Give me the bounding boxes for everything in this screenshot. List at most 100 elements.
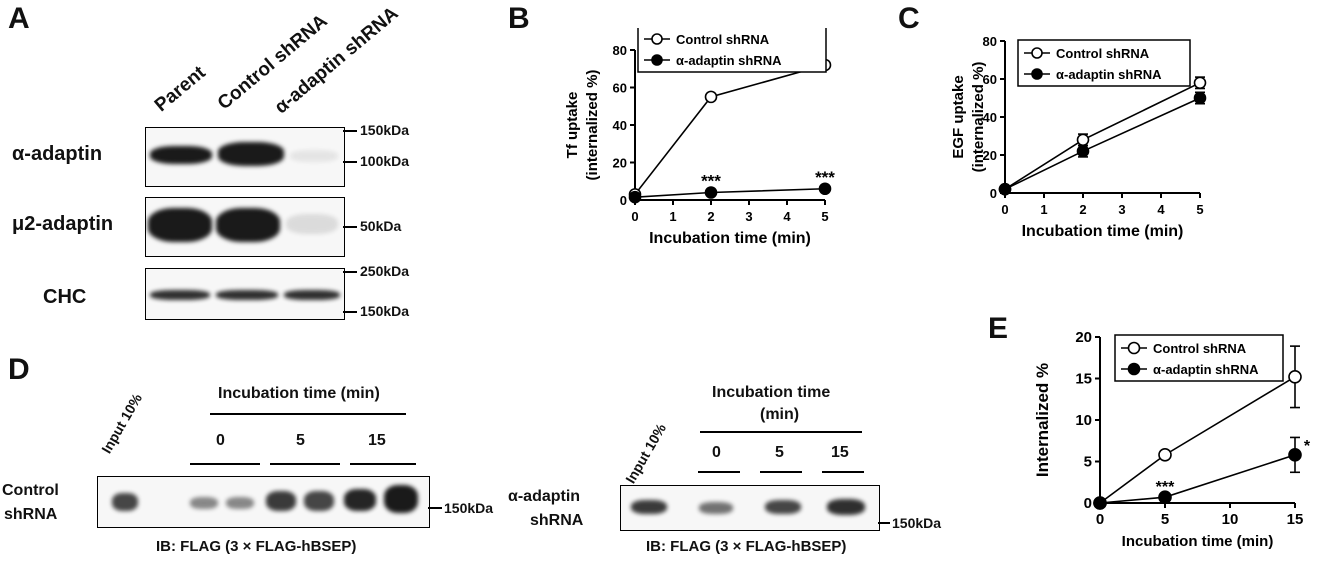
x-tick-label: 0: [1001, 202, 1008, 217]
legend-box: [637, 28, 827, 73]
legend-marker: [1127, 362, 1141, 376]
band-control: [218, 142, 284, 166]
marker-tick: [343, 271, 357, 273]
legend-box: [1017, 39, 1191, 87]
marker-50kda: 50kDa: [360, 218, 402, 234]
band-input: [631, 500, 667, 514]
marker-150kda: 150kDa: [360, 303, 410, 319]
x-tick-label: 3: [1118, 202, 1125, 217]
y-tick-label: 20: [983, 148, 997, 163]
x-tick-label: 3: [745, 209, 752, 224]
legend-marker: [1031, 47, 1043, 59]
marker-100kda: 100kDa: [360, 153, 410, 169]
band-15b: [384, 485, 418, 513]
x-tick-label: 15: [1287, 511, 1304, 528]
panel-letter-d: D: [8, 353, 30, 386]
band-input: [112, 493, 138, 511]
band-15a: [344, 489, 376, 511]
data-point: [704, 186, 718, 199]
y-axis-label: Internalized %: [1033, 363, 1052, 477]
data-point: [628, 190, 642, 204]
time-line: [350, 463, 416, 465]
y-tick-label: 40: [613, 118, 627, 133]
x-tick-label: 5: [821, 209, 828, 224]
y-tick-label: 0: [1084, 495, 1092, 512]
time-5-left: 5: [296, 432, 305, 449]
panel-letter-b: B: [508, 2, 530, 35]
panel-letter-e: E: [988, 312, 1009, 345]
y-tick-label: 20: [613, 156, 627, 171]
legend-marker: [651, 54, 663, 66]
time-0-right: 0: [712, 444, 721, 461]
x-axis-label: Incubation time (min): [649, 230, 811, 247]
series-line: [1099, 454, 1296, 504]
band-5: [765, 500, 801, 514]
time-15-left: 15: [368, 432, 386, 449]
blot-label-mu2-adaptin: μ2-adaptin: [12, 213, 114, 235]
band-5a: [266, 491, 296, 511]
time-line: [698, 471, 740, 473]
series-line: [634, 187, 826, 198]
data-point: [818, 182, 832, 196]
band-control: [216, 290, 278, 300]
series-line: [1004, 97, 1201, 190]
blot-d-alpha-adaptin: [620, 485, 880, 531]
incubation-header-right-2: (min): [760, 406, 800, 423]
input-label-left: Input 10%: [98, 390, 146, 456]
y-axis-label-line1: Tf uptake: [564, 92, 581, 159]
data-point: [1288, 448, 1302, 462]
y-tick-label: 80: [983, 34, 997, 49]
band-0a: [190, 497, 218, 509]
marker-tick: [428, 507, 442, 509]
marker-tick: [343, 311, 357, 313]
lane-label-parent: Parent: [150, 62, 210, 117]
time-5-right: 5: [775, 444, 784, 461]
legend-marker: [1031, 68, 1043, 80]
row-label-control-1: Control: [2, 482, 59, 499]
input-label-right: Input 10%: [622, 420, 670, 486]
series-line: [634, 64, 826, 195]
marker-150kda-d-left: 150kDa: [444, 500, 494, 516]
x-tick-label: 5: [1161, 511, 1169, 528]
data-point: [1158, 448, 1172, 462]
y-tick-label: 80: [613, 43, 627, 58]
x-axis-label: Incubation time (min): [1022, 223, 1184, 240]
blot-label-alpha-adaptin: α-adaptin: [12, 143, 103, 165]
x-tick-label: 1: [669, 209, 676, 224]
chart-b-tf-uptake: 0 20 40 60 80 0 1 2 3 4 5 Incubation time (min) Tf u…: [564, 28, 835, 247]
marker-250kda: 250kDa: [360, 263, 410, 279]
time-0-left: 0: [216, 432, 225, 449]
data-point: [704, 90, 718, 104]
time-line: [760, 471, 802, 473]
incubation-header-right-1: Incubation time: [712, 384, 831, 401]
row-label-control-2: shRNA: [4, 506, 58, 523]
significance-label: *: [1304, 438, 1311, 455]
y-tick-label: 60: [613, 81, 627, 96]
y-tick-label: 40: [983, 110, 997, 125]
panel-letter-a: A: [8, 2, 30, 35]
band-15: [827, 499, 865, 515]
marker-tick: [343, 161, 357, 163]
y-tick-label: 15: [1075, 371, 1092, 388]
legend-entry: α-adaptin shRNA: [676, 53, 782, 68]
x-tick-label: 10: [1222, 511, 1239, 528]
y-axis-label-line1: EGF uptake: [950, 75, 967, 158]
data-point: [1093, 496, 1107, 510]
legend-entry: Control shRNA: [1056, 46, 1150, 61]
data-point: [998, 182, 1012, 196]
band-parent: [150, 290, 210, 300]
row-label-alpha-2: shRNA: [530, 512, 584, 529]
legend-marker: [1127, 341, 1141, 355]
y-tick-label: 10: [1075, 412, 1092, 429]
marker-tick: [343, 130, 357, 132]
data-point: [1193, 76, 1207, 90]
x-tick-label: 4: [783, 209, 791, 224]
y-tick-label: 5: [1084, 454, 1092, 471]
time-15-right: 15: [831, 444, 849, 461]
header-line: [700, 431, 862, 433]
band-knockdown: [284, 290, 340, 300]
legend-entry: Control shRNA: [1153, 341, 1247, 356]
marker-tick: [343, 226, 357, 228]
blot-label-chc: CHC: [43, 286, 87, 308]
y-tick-label: 20: [1075, 329, 1092, 346]
